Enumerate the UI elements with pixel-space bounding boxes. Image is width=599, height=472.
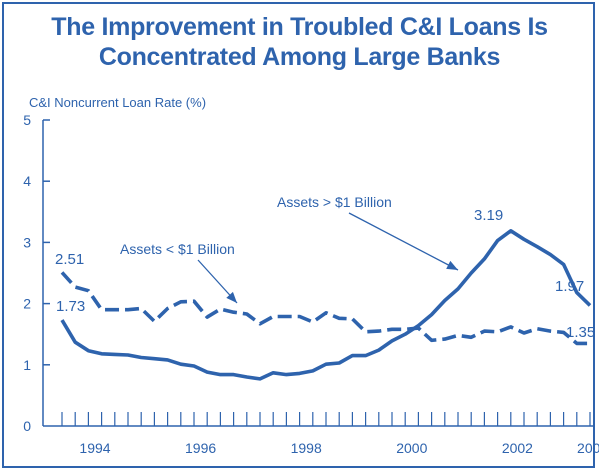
large-banks-end-value: 1.97 [555,278,584,295]
small-banks-end-value: 1.35 [566,324,595,341]
chart-title-line-1: The Improvement in Troubled C&I Loans Is [51,13,548,41]
x-tick-label: 1996 [185,440,216,456]
small-banks-start-value: 2.51 [55,251,84,268]
annotations: Assets > $1 Billion Assets < $1 Billion … [55,194,595,341]
large-banks-arrow [348,212,459,271]
large-banks-label: Assets > $1 Billion [277,194,392,210]
y-tick-label: 3 [23,234,31,250]
large-banks-start-value: 1.73 [56,298,85,315]
x-tick-label: 2000 [396,440,427,456]
y-tick-label: 1 [23,357,31,373]
x-tick-label: 2004 [577,440,599,456]
small-banks-arrow-head [226,291,237,303]
y-tick-label: 4 [23,173,31,189]
x-tick-label: 1994 [79,440,110,456]
x-tick-label: 1998 [291,440,322,456]
chart-title-line-2: Concentrated Among Large Banks [98,43,501,71]
chart-title: The Improvement in Troubled C&I Loans Is… [0,12,599,72]
y-tick-label: 2 [23,296,31,312]
y-tick-label: 5 [23,112,31,128]
x-tick-label: 2002 [502,440,533,456]
series-lines [60,229,592,381]
chart-frame [2,2,595,468]
large-banks-peak-value: 3.19 [474,207,503,224]
axes: 0 1 2 3 4 5 1994 1996 1998 2000 2002 2004 [23,112,599,456]
series-line-small-banks [60,271,590,346]
y-axis-label: C&I Noncurrent Loan Rate (%) [29,95,206,110]
series-line-large-banks [60,229,592,381]
y-tick-label: 0 [23,418,31,434]
large-banks-arrow-head [446,260,458,270]
small-banks-label: Assets < $1 Billion [120,241,235,257]
